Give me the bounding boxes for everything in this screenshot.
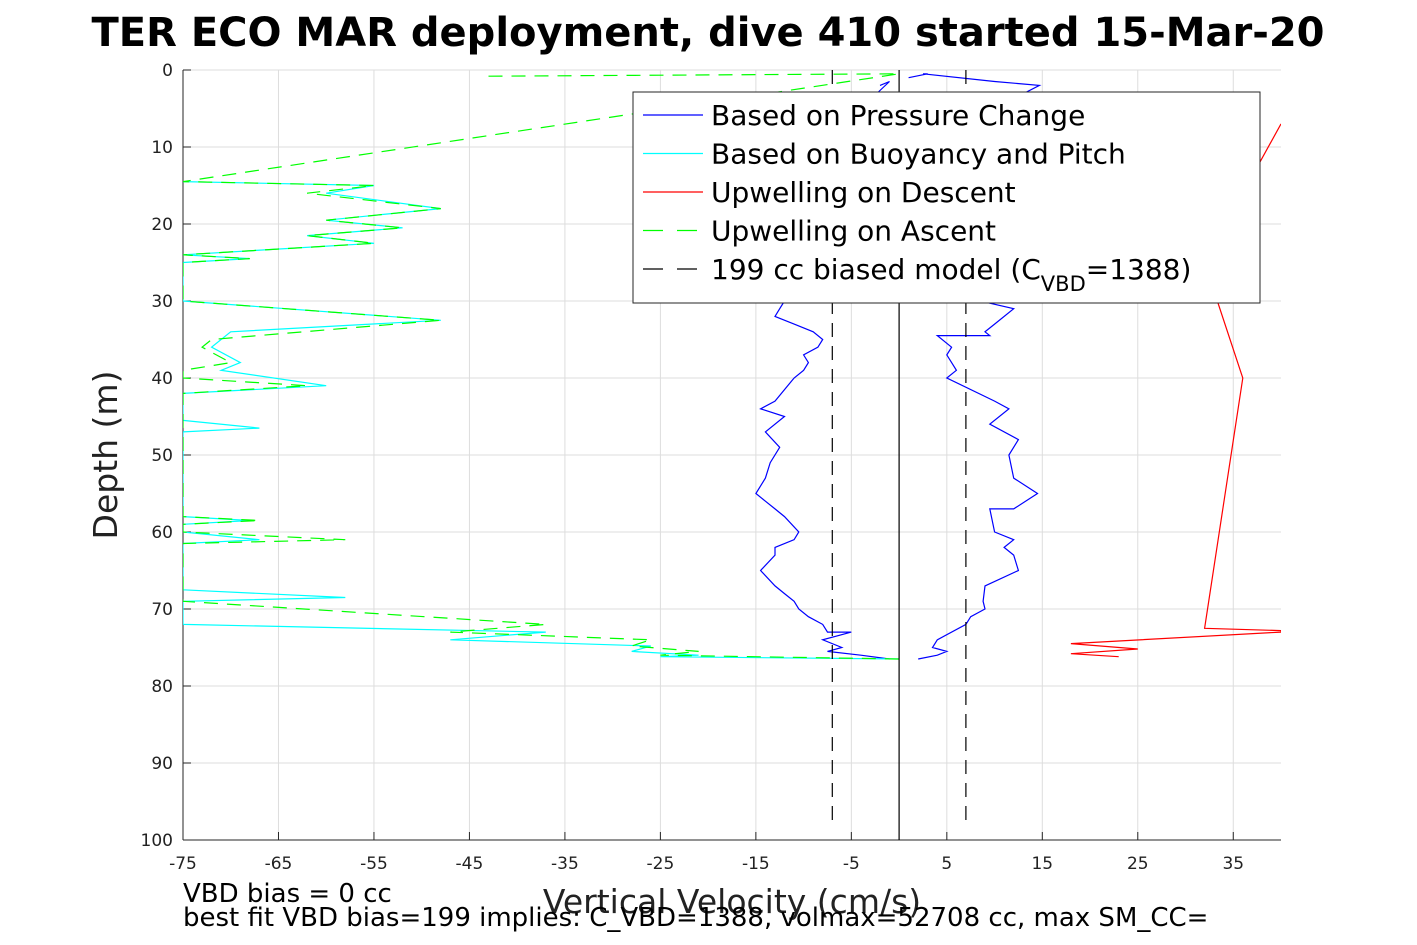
y-axis-label: Depth (m) (86, 371, 125, 540)
series-based-on-pressure-change-line (755, 80, 890, 660)
x-tick-label: -25 (647, 854, 675, 874)
x-tick-label: 5 (941, 854, 952, 874)
x-tick-label: -75 (169, 854, 197, 874)
x-tick-label: 35 (1222, 854, 1244, 874)
x-tick-label: -35 (551, 854, 579, 874)
y-tick-label: 30 (151, 292, 173, 312)
legend-entry-label: Based on Buoyancy and Pitch (711, 138, 1126, 171)
x-tick-label: -55 (360, 854, 388, 874)
y-tick-label: 100 (141, 831, 173, 851)
y-tick-label: 70 (151, 600, 173, 620)
y-tick-label: 20 (151, 215, 173, 235)
y-tick-label: 10 (151, 138, 173, 158)
x-tick-label: 15 (1031, 854, 1053, 874)
legend-entry-label: Based on Pressure Change (711, 99, 1085, 132)
legend: Based on Pressure Change Based on Buoyanc… (632, 91, 1261, 304)
x-tick-label: -5 (843, 854, 860, 874)
legend-entry-label: 199 cc biased model (CVBD=1388) (711, 253, 1191, 296)
chart-title: TER ECO MAR deployment, dive 410 started… (91, 10, 1324, 56)
y-tick-label: 80 (151, 677, 173, 697)
x-tick-label: -45 (456, 854, 484, 874)
axes: -75 -65 -55 -45 -35 -25 -15 -5 5 15 25 350102030405… (141, 61, 1281, 874)
footer-note: best fit VBD bias=199 implies: C_VBD=138… (183, 903, 1208, 933)
legend-box (632, 91, 1261, 304)
y-tick-label: 60 (151, 523, 173, 543)
footer-note: VBD bias = 0 cc (183, 879, 392, 909)
x-tick-label: -15 (742, 854, 770, 874)
x-axis-label: Vertical Velocity (cm/s) (543, 882, 921, 921)
y-tick-label: 50 (151, 446, 173, 466)
y-tick-label: 0 (162, 61, 173, 81)
legend-entry-label: Upwelling on Ascent (711, 215, 996, 248)
y-tick-label: 40 (151, 369, 173, 389)
legend-entry-label: Upwelling on Descent (711, 176, 1016, 209)
y-tick-label: 90 (151, 754, 173, 774)
series-upwelling-on-ascent-line (183, 73, 900, 660)
series-upwelling-on-descent-line (1070, 123, 1281, 658)
x-tick-label: 25 (1127, 854, 1149, 874)
x-tick-label: -65 (265, 854, 293, 874)
